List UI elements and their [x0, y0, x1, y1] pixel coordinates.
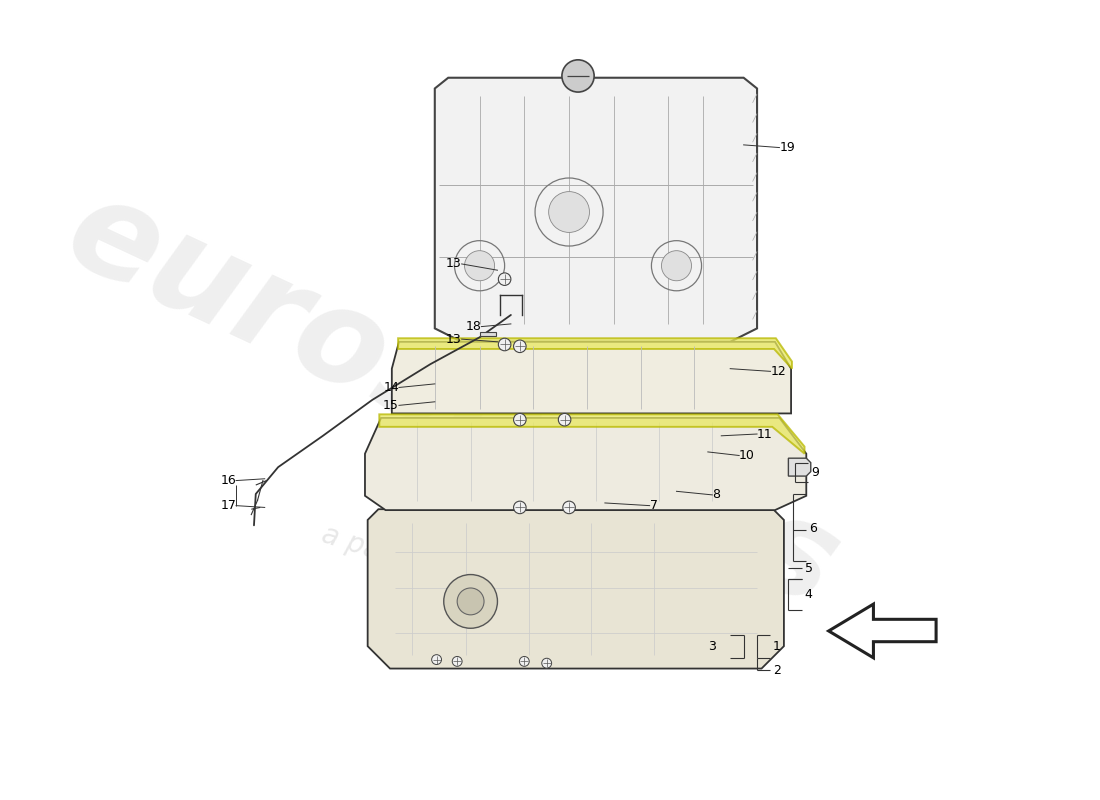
Circle shape: [514, 340, 526, 353]
Text: 15: 15: [383, 399, 399, 412]
Text: 16: 16: [220, 474, 236, 487]
Polygon shape: [434, 78, 757, 342]
Circle shape: [443, 574, 497, 628]
Text: 9: 9: [811, 466, 818, 479]
Text: eurospares: eurospares: [47, 166, 858, 634]
Circle shape: [452, 657, 462, 666]
Circle shape: [661, 250, 692, 281]
Polygon shape: [480, 332, 496, 335]
Circle shape: [514, 414, 526, 426]
Text: 6: 6: [808, 522, 817, 534]
Circle shape: [514, 501, 526, 514]
Polygon shape: [789, 458, 811, 476]
Text: 19: 19: [780, 141, 795, 154]
Circle shape: [549, 192, 590, 233]
Text: 5: 5: [804, 562, 813, 574]
Circle shape: [431, 654, 441, 665]
Text: 14: 14: [383, 381, 399, 394]
Circle shape: [542, 658, 551, 668]
Circle shape: [563, 501, 575, 514]
Text: 18: 18: [465, 320, 482, 333]
Text: 4: 4: [804, 588, 813, 601]
Text: 17: 17: [220, 499, 236, 512]
Circle shape: [562, 60, 594, 92]
Polygon shape: [398, 338, 792, 369]
Text: 7: 7: [650, 499, 658, 512]
Text: 13: 13: [446, 258, 462, 270]
Circle shape: [498, 338, 510, 350]
Circle shape: [464, 250, 495, 281]
Circle shape: [498, 273, 510, 286]
Text: 10: 10: [739, 449, 755, 462]
Text: 1: 1: [773, 640, 781, 653]
Text: 11: 11: [757, 427, 773, 441]
Text: 2: 2: [773, 664, 781, 677]
Text: 3: 3: [707, 640, 716, 653]
Polygon shape: [379, 414, 804, 454]
Polygon shape: [367, 510, 784, 669]
Text: 8: 8: [713, 488, 721, 502]
Circle shape: [519, 657, 529, 666]
Circle shape: [458, 588, 484, 615]
Polygon shape: [828, 604, 936, 658]
Polygon shape: [392, 342, 791, 414]
Text: a passion for cars since 1985: a passion for cars since 1985: [318, 521, 713, 673]
Text: 12: 12: [770, 365, 786, 378]
Text: 13: 13: [446, 333, 462, 346]
Circle shape: [559, 414, 571, 426]
Polygon shape: [365, 418, 806, 510]
